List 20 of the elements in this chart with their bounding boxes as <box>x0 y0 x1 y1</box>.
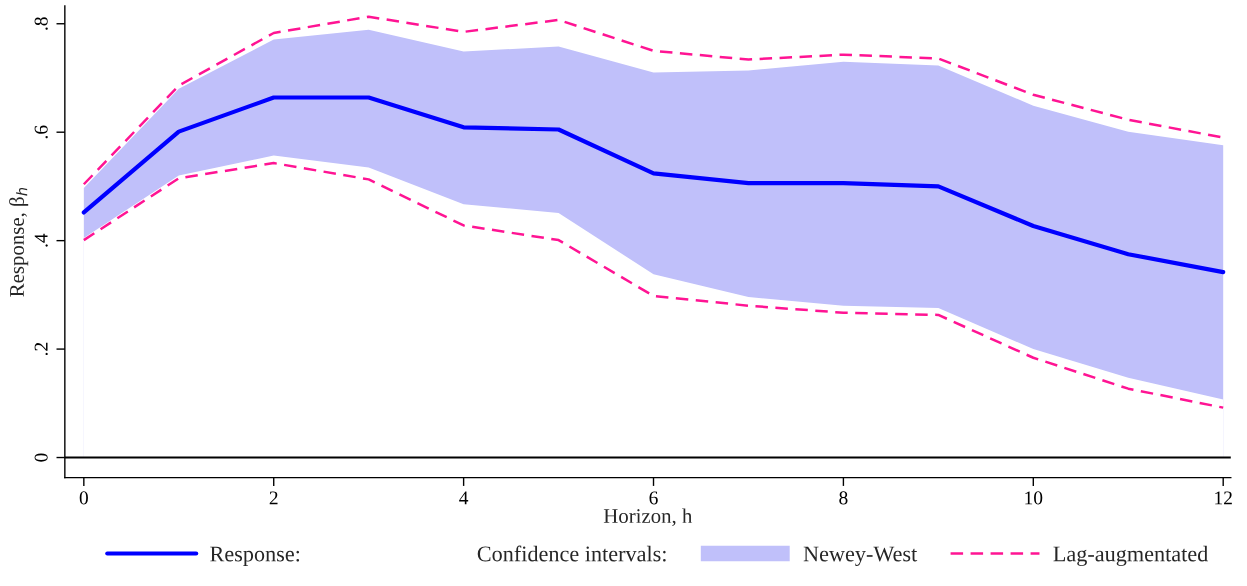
y-tick-label: 0 <box>34 453 48 462</box>
legend-title: Confidence intervals: <box>477 545 666 562</box>
x-tick-label: 10 <box>1025 491 1043 505</box>
legend-label: Response: <box>210 546 300 566</box>
x-tick-label: 4 <box>459 491 469 505</box>
x-tick-label: 12 <box>1215 491 1232 505</box>
y-tick-label: .8 <box>34 17 48 30</box>
legend-label: Lag-augmentated <box>1053 545 1209 566</box>
y-tick-label: .4 <box>34 233 48 247</box>
line-series <box>82 161 1225 409</box>
y-tick-label: .2 <box>34 342 48 356</box>
line-series <box>81 95 1226 275</box>
x-tick-label: 6 <box>649 491 658 505</box>
x-tick-label: 2 <box>269 491 278 505</box>
y-tick-label: .6 <box>34 125 48 139</box>
y-axis-title: Response, β$_{h}$ <box>9 187 29 297</box>
legend-label: Newey-West <box>803 546 918 566</box>
x-tick-label: 8 <box>839 491 848 505</box>
x-axis-title: Horizon, h <box>603 508 693 527</box>
x-tick-label: 0 <box>79 491 88 505</box>
